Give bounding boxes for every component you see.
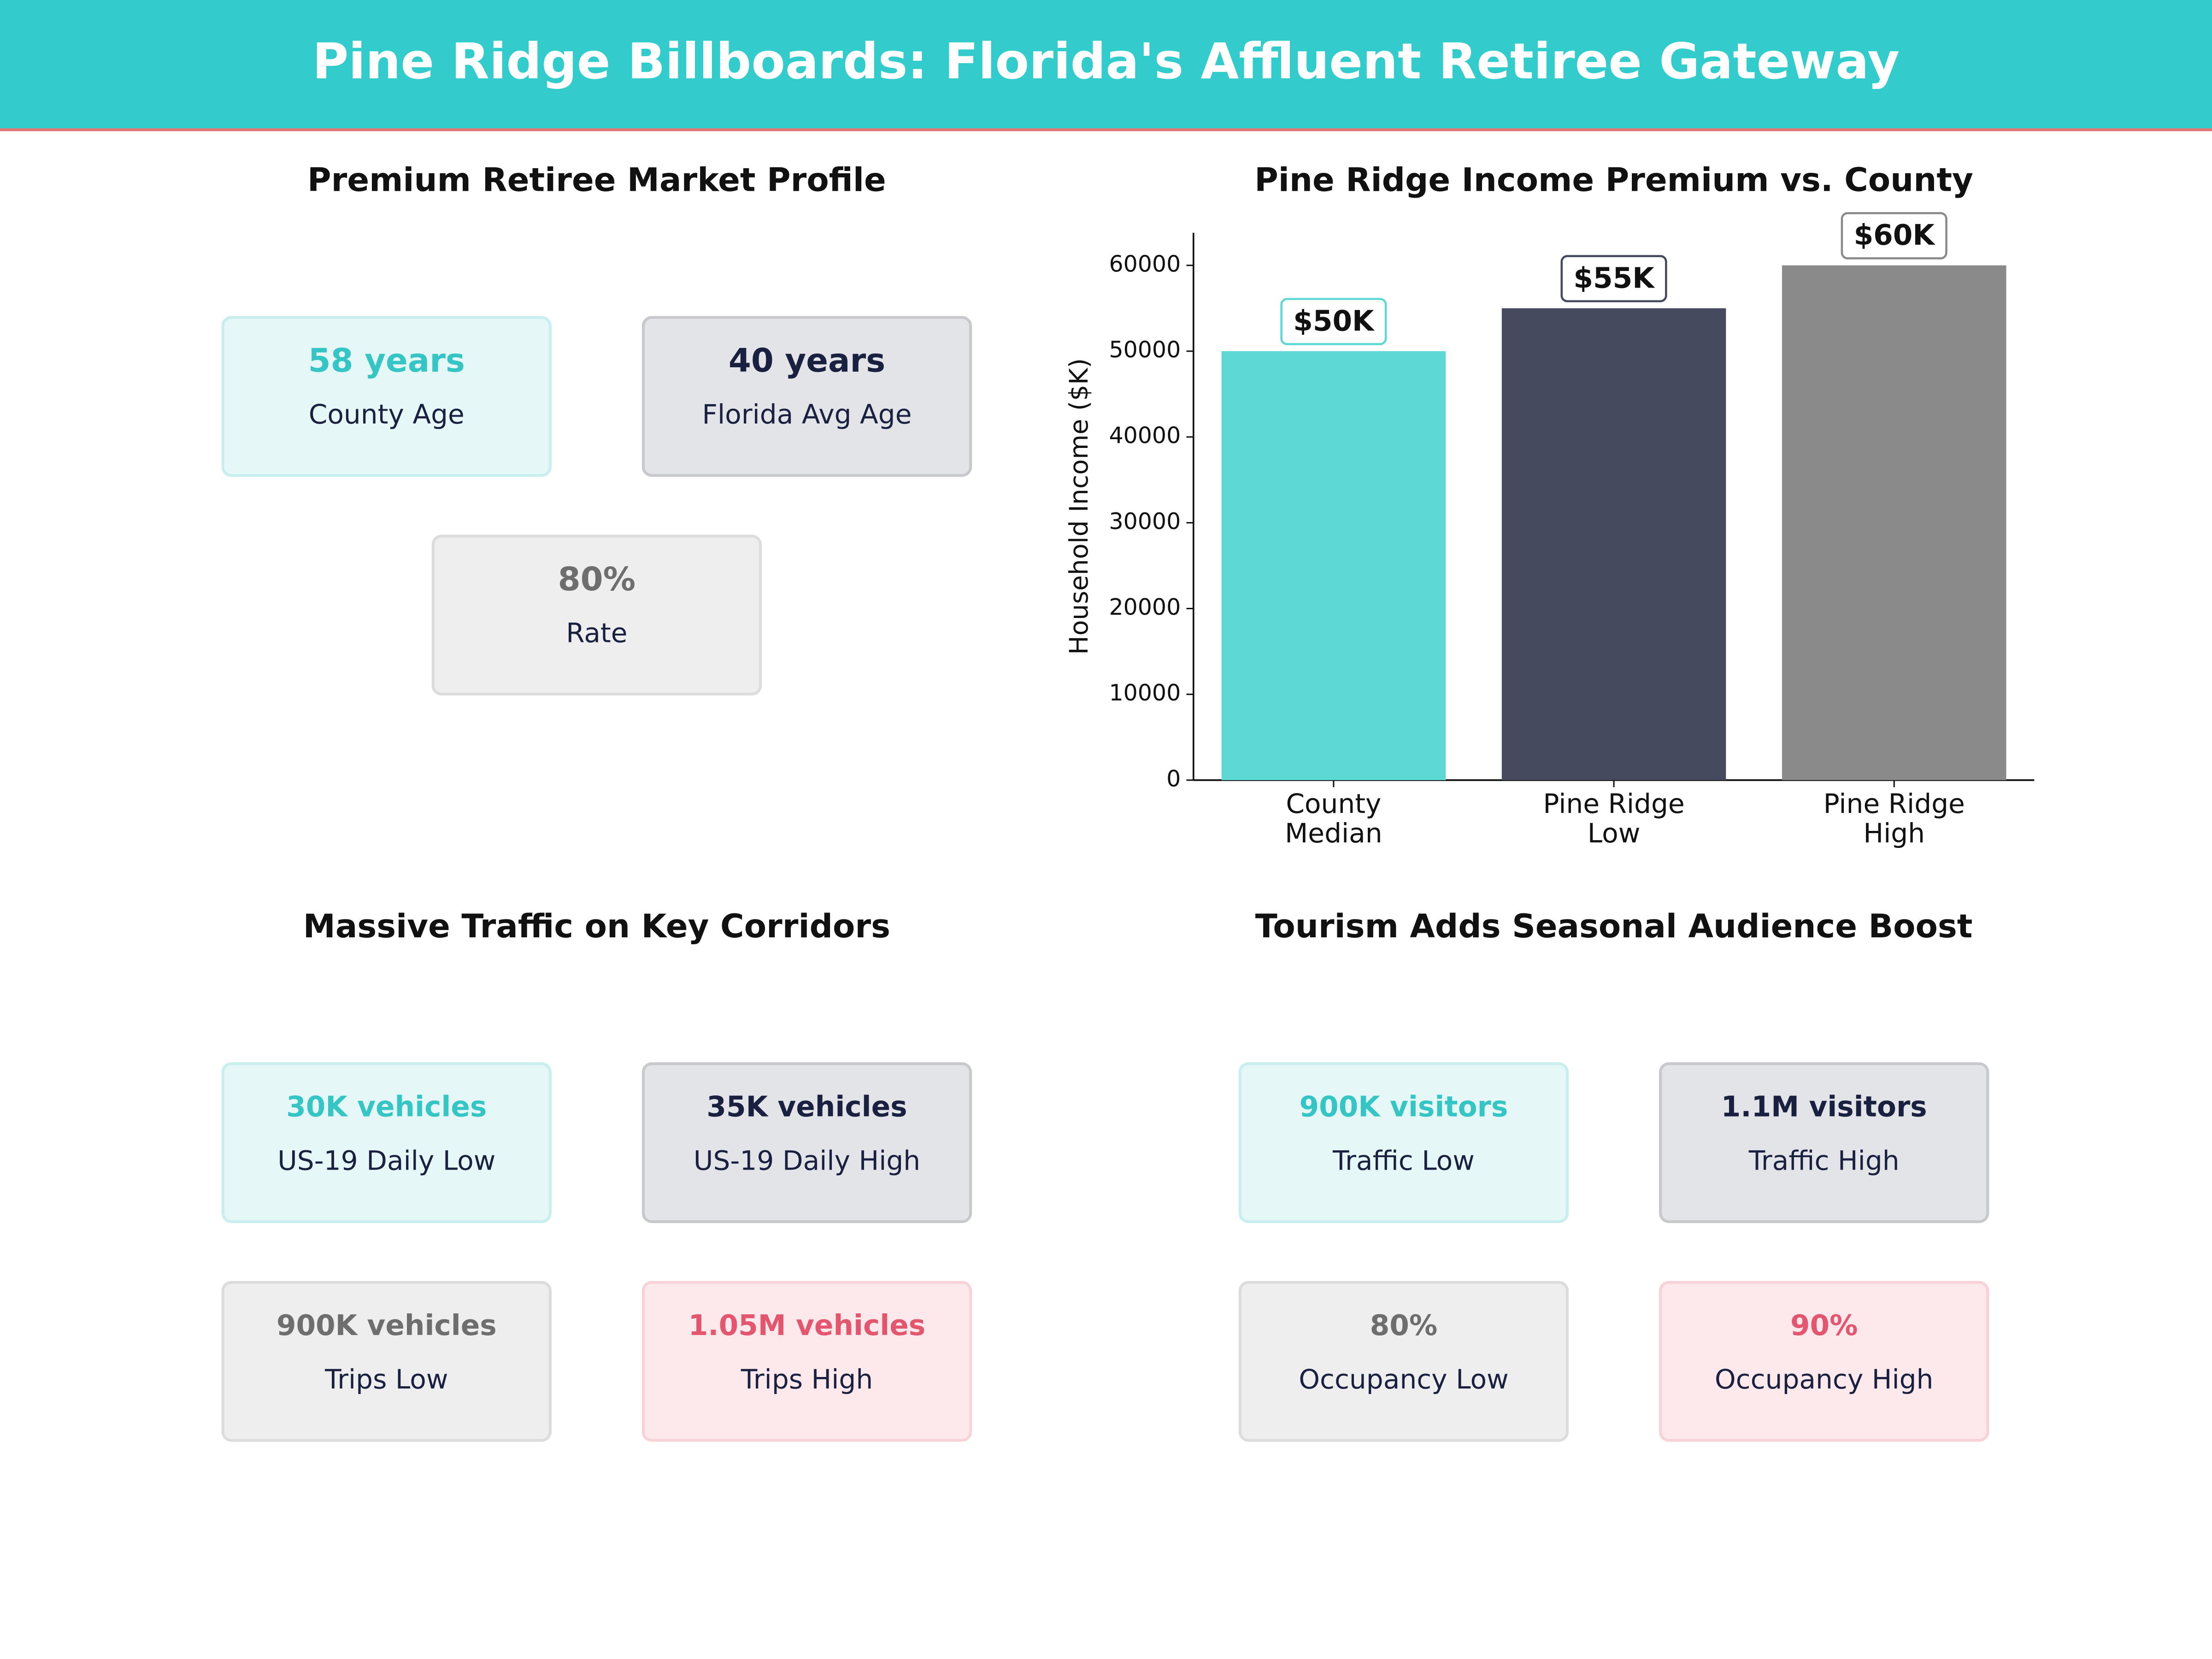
kpi-label: Trips High <box>741 1364 873 1395</box>
kpi-label: US-19 Daily Low <box>277 1145 495 1177</box>
kpi-card <box>221 316 552 477</box>
value-label-box <box>1560 255 1667 302</box>
kpi-card <box>1238 1062 1569 1224</box>
panel-title: Massive Traffic on Key Corridors <box>303 907 890 945</box>
value-label-box <box>1280 298 1387 346</box>
kpi-value: 58 years <box>308 341 465 379</box>
y-tick-label: 60000 <box>1109 251 1181 277</box>
value-label-box <box>1841 212 1947 259</box>
bar <box>1221 351 1446 780</box>
kpi-label: County Age <box>309 399 465 430</box>
kpi-value: 1.05M vehicles <box>688 1309 926 1342</box>
kpi-card <box>1659 1281 1989 1442</box>
kpi-label: Trips Low <box>324 1364 448 1395</box>
kpi-label: Traffic High <box>1748 1145 1900 1177</box>
kpi-value: 1.1M visitors <box>1721 1091 1927 1124</box>
kpi-value: 80% <box>558 560 635 598</box>
panel-title: Tourism Adds Seasonal Audience Boost <box>1255 907 1973 945</box>
kpi-card <box>641 316 972 477</box>
chart-title: Pine Ridge Income Premium vs. County <box>1254 161 1973 199</box>
kpi-label: US-19 Daily High <box>694 1145 920 1177</box>
y-tick-label: 30000 <box>1109 508 1181 535</box>
y-tick-label: 20000 <box>1109 594 1181 620</box>
kpi-label: Florida Avg Age <box>702 399 912 430</box>
kpi-value: 35K vehicles <box>706 1091 907 1124</box>
kpi-value: 30K vehicles <box>286 1091 487 1124</box>
header-rule <box>0 128 2212 131</box>
kpi-label: Occupancy High <box>1715 1364 1934 1395</box>
value-label: $50K <box>1293 305 1375 337</box>
y-tick-label: 10000 <box>1109 680 1181 706</box>
panel-title: Premium Retiree Market Profile <box>307 161 886 199</box>
bar <box>1501 308 1726 780</box>
kpi-label: Traffic Low <box>1332 1145 1475 1177</box>
kpi-card <box>641 1281 972 1442</box>
y-axis-label: Household Income ($K) <box>1064 358 1094 654</box>
kpi-label: Rate <box>566 618 627 649</box>
header-bar <box>0 0 2212 129</box>
value-label: $60K <box>1854 219 1936 252</box>
kpi-value: 900K vehicles <box>276 1309 497 1342</box>
kpi-value: 90% <box>1790 1309 1858 1342</box>
kpi-card <box>1238 1281 1569 1442</box>
x-tick-label: Pine Ridge High <box>1824 788 1965 849</box>
y-tick-label: 0 <box>1166 765 1181 792</box>
kpi-value: 900K visitors <box>1300 1091 1508 1124</box>
kpi-card <box>431 535 762 696</box>
kpi-card <box>641 1062 972 1224</box>
kpi-label: Occupancy Low <box>1299 1364 1508 1395</box>
x-tick-label: County Median <box>1285 788 1382 849</box>
kpi-card <box>221 1281 552 1442</box>
bar <box>1782 265 2006 780</box>
kpi-card <box>1659 1062 1989 1224</box>
kpi-card <box>221 1062 552 1224</box>
value-label: $55K <box>1573 262 1655 294</box>
kpi-value: 80% <box>1370 1309 1438 1342</box>
y-tick-label: 50000 <box>1109 337 1181 363</box>
page-title: Pine Ridge Billboards: Florida's Affluen… <box>312 33 1900 90</box>
kpi-value: 40 years <box>729 341 885 379</box>
x-tick-label: Pine Ridge Low <box>1543 788 1684 849</box>
y-tick-label: 40000 <box>1109 423 1181 449</box>
